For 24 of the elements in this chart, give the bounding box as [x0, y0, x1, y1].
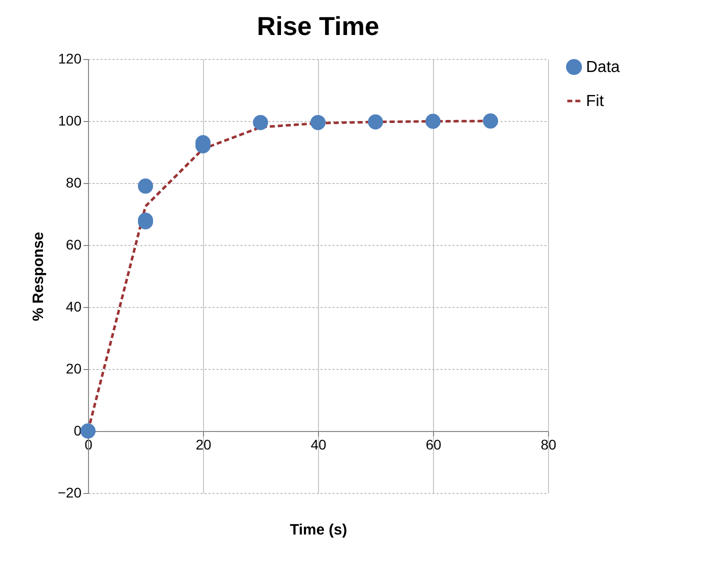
x-tick-label: 60 — [426, 436, 442, 452]
point — [482, 113, 498, 129]
legend-label: Data — [586, 59, 620, 76]
y-tick-label: 40 — [66, 298, 82, 314]
y-tick-label: 20 — [66, 360, 82, 376]
point — [368, 114, 384, 130]
chart-title: Rise Time — [256, 11, 380, 41]
x-axis-title: Time (s) — [290, 522, 348, 538]
x-tick-label: 80 — [540, 436, 556, 452]
point — [80, 423, 96, 439]
y-tick-label: −20 — [58, 484, 82, 500]
point — [310, 114, 326, 130]
legend-label: Fit — [586, 93, 604, 110]
x-tick-label: 20 — [196, 436, 212, 452]
y-tick-label: 60 — [66, 236, 82, 252]
y-tick-label: 80 — [66, 174, 82, 190]
y-tick-label: 100 — [58, 112, 82, 128]
x-tick-label: 40 — [310, 436, 326, 452]
y-axis-title: % Response — [30, 232, 47, 322]
point — [138, 178, 154, 194]
point — [252, 114, 268, 130]
point — [425, 114, 441, 129]
y-tick-label: 120 — [58, 50, 82, 66]
y-tick-label: 0 — [74, 422, 82, 438]
